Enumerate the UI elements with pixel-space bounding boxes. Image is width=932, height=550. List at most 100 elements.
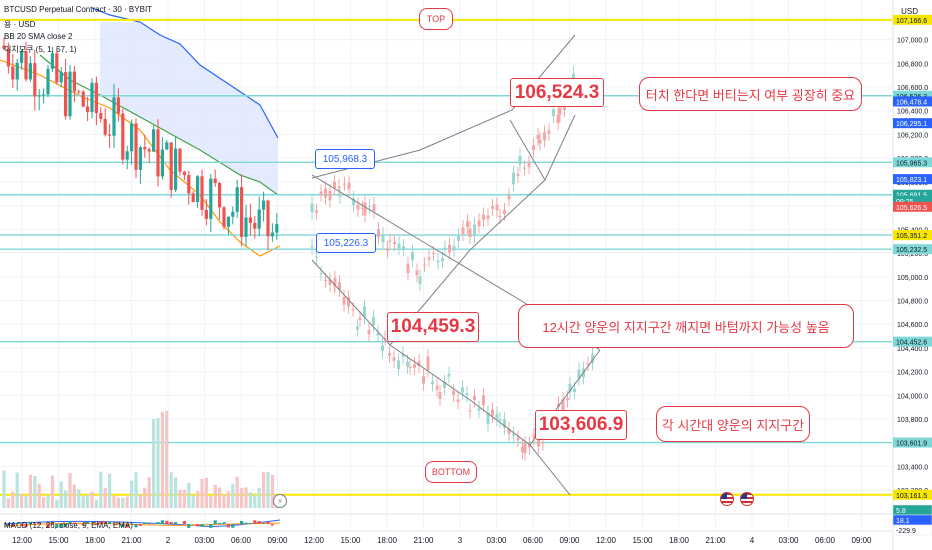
time-axis-label: 21:00 [705, 536, 726, 545]
projected-candle-body [457, 235, 460, 241]
candle-body [130, 123, 134, 152]
projected-candle-body [376, 333, 380, 336]
note-12h-support: 12시간 양운의 지지구간 깨지면 바텀까지 가능성 높음 [518, 304, 854, 348]
macd-histogram-bar [116, 522, 120, 524]
candle-body [270, 232, 274, 237]
projected-candle-body [436, 260, 440, 263]
projected-candle-body [441, 258, 444, 262]
price-tag [893, 157, 932, 168]
macd-histogram-bar [209, 524, 213, 528]
projected-candle-body [516, 173, 520, 176]
macd-histogram-bar [86, 521, 90, 524]
projected-candle-body [466, 221, 469, 227]
volume-bar [121, 497, 125, 508]
projected-candle-body [473, 224, 476, 236]
projected-candle-body [393, 241, 396, 244]
volume-bar [235, 476, 239, 508]
macd-histogram-bar [160, 520, 164, 524]
macd-histogram-bar [169, 521, 173, 524]
price-tag-label: 105,626.5 [896, 205, 927, 212]
ichimoku-legend[interactable]: 이치모쿠 (5, 1, 57, 1) [4, 45, 77, 54]
candle-body [121, 113, 125, 160]
macd-histogram-bar [64, 524, 68, 527]
price-tag [893, 195, 932, 206]
symbol-legend[interactable]: BTCUSD Perpetual Contract · 30 · BYBIT [4, 5, 153, 14]
projected-candle-body [361, 207, 364, 210]
volume-bar [222, 494, 226, 508]
volume-bar [6, 498, 10, 508]
candle-body [147, 149, 151, 152]
volume-bar [68, 472, 72, 508]
projected-candle-body [523, 167, 526, 169]
projected-candle-body [528, 444, 531, 448]
macd-histogram-bar [222, 522, 226, 524]
candle-body [77, 91, 81, 93]
projected-candle-body [477, 407, 481, 412]
projected-candle-body [482, 395, 485, 405]
bb-legend[interactable]: BB 20 SMA close 2 [4, 32, 73, 41]
projected-candle-body [315, 210, 318, 213]
macd-histogram-bar [11, 524, 15, 528]
price-tag [893, 201, 932, 212]
time-axis-label: 18:00 [669, 536, 690, 545]
projected-candle-body [343, 183, 346, 185]
macd-tag [892, 524, 932, 536]
candle-body [257, 209, 261, 229]
projected-candle-body [495, 413, 499, 420]
candle-body [24, 51, 28, 80]
time-axis-label: 03:00 [194, 536, 215, 545]
price-tag [893, 174, 932, 185]
projected-candle-body [397, 360, 400, 369]
volume-bar [125, 496, 129, 508]
price-tick-label: 106,400.0 [897, 109, 928, 116]
projected-candle-body [507, 428, 511, 434]
time-axis-label: 06:00 [231, 536, 252, 545]
us-flag-event-icon[interactable] [740, 492, 754, 506]
projected-candle-body [411, 252, 414, 260]
macd-legend[interactable]: MACD (12, 26, close, 9, EMA, EMA) [4, 521, 133, 530]
projected-candle-body [452, 390, 455, 395]
time-axis-label: 15:00 [340, 536, 361, 545]
volume-bar [231, 483, 235, 508]
macd-histogram-bar [213, 520, 217, 524]
projected-candle-body [541, 442, 545, 444]
price-tick-label: 106,800.0 [897, 61, 928, 68]
projected-candle-body [482, 214, 485, 220]
projected-candle-body [423, 264, 426, 266]
projected-candle-body [426, 356, 430, 371]
projected-candle-body [401, 353, 405, 357]
lightning-icon[interactable]: ⚡ [273, 494, 287, 508]
macd-histogram-bar [165, 520, 169, 524]
macd-histogram-bar [218, 522, 222, 524]
volume-bar [28, 474, 32, 508]
projected-candle-body [512, 433, 515, 436]
volume-bar [143, 487, 147, 508]
projected-candle-body [523, 443, 527, 454]
macd-tag-label: 5.8 [896, 508, 906, 515]
projected-candle-body [388, 240, 392, 242]
volume-bar [266, 472, 270, 508]
price-tick-label: 107,000.0 [897, 38, 928, 45]
projected-candle-body [537, 435, 540, 447]
candle-body [81, 91, 85, 107]
currency-unit[interactable]: USD [901, 7, 918, 16]
projected-candle-body [566, 398, 569, 401]
candle-body [116, 97, 120, 114]
projected-candle-body [381, 234, 385, 243]
macd-histogram-bar [68, 521, 72, 524]
macd-histogram-bar [33, 524, 37, 525]
candle-body [174, 148, 178, 190]
time-axis-label: 09:00 [267, 536, 288, 545]
bollinger-upper-line [91, 7, 279, 139]
projected-candle-body [310, 245, 314, 248]
us-flag-event-icon[interactable] [720, 492, 734, 506]
volume-bar [204, 477, 208, 508]
price-tag-label: 107,166.6 [896, 18, 927, 25]
volume-bar [37, 483, 41, 508]
macd-histogram-bar [20, 524, 24, 526]
candle-body [231, 211, 235, 217]
candle-body [125, 151, 129, 160]
price-tag-label: 104,452.6 [896, 340, 927, 347]
candle-body [235, 187, 239, 212]
